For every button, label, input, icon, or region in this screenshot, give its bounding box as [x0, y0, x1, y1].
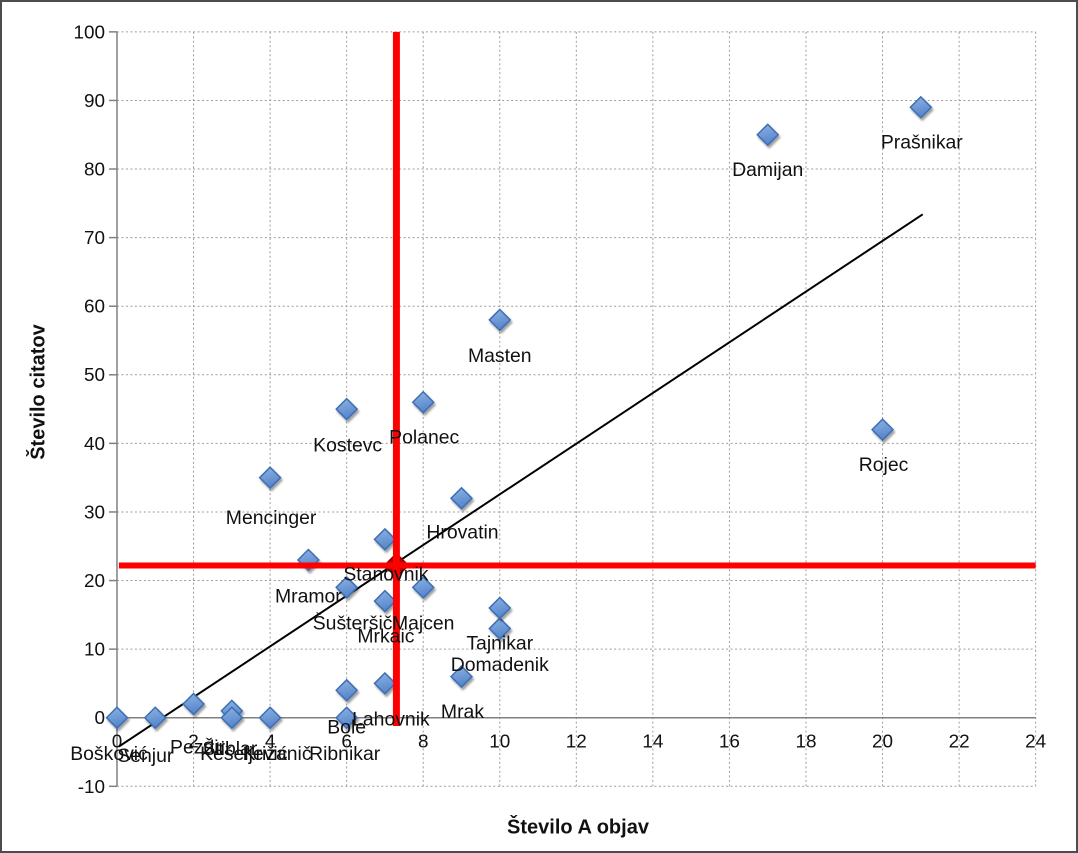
- data-point-Stanovnik: [373, 527, 397, 551]
- x-tick-label: 4: [265, 732, 276, 753]
- data-point-Masten: [488, 308, 512, 332]
- point-label-Ribnikar: Ribnikar: [309, 743, 381, 765]
- data-point-Majcen: [411, 575, 435, 599]
- data-point-Tajnikar: [488, 596, 512, 620]
- x-tick-label: 0: [112, 732, 123, 753]
- data-point-Bole: [335, 678, 359, 702]
- data-point-Mrak: [449, 665, 473, 689]
- data-point-Šušteršič: [335, 575, 359, 599]
- x-tick-label: 2: [188, 732, 199, 753]
- y-tick-label: 20: [84, 571, 105, 592]
- x-axis-title: Število A objav: [507, 816, 649, 839]
- point-label-Bošković: Bošković: [70, 743, 148, 765]
- data-point-Kostevc: [335, 397, 359, 421]
- y-tick-label: 80: [84, 160, 105, 181]
- x-tick-label: 12: [566, 732, 587, 753]
- y-tick-label: 90: [84, 91, 105, 112]
- x-tick-label: 22: [949, 732, 970, 753]
- data-point-Ribnikar: [335, 706, 359, 730]
- y-tick-label: -10: [78, 777, 105, 798]
- point-label-Šušteršič: Šušteršič: [313, 612, 393, 635]
- y-tick-label: 10: [84, 640, 105, 661]
- data-point-Kešeljević: [220, 706, 244, 730]
- point-label-Mrkaić: Mrkaić: [357, 625, 414, 647]
- trendline: [118, 213, 924, 748]
- x-tick-label: 14: [642, 732, 663, 753]
- point-label-Mrak: Mrak: [441, 701, 484, 723]
- data-point-Polanec: [411, 390, 435, 414]
- point-label-Senjur: Senjur: [117, 745, 174, 767]
- point-label-Pezdir: Pezdir: [170, 736, 226, 758]
- data-point-Damijan: [756, 123, 780, 147]
- x-tick-label: 10: [489, 732, 510, 753]
- point-label-Damijan: Damijan: [732, 159, 803, 181]
- x-tick-label: 8: [418, 732, 429, 753]
- data-point-Rojec: [871, 418, 895, 442]
- point-label-Rojec: Rojec: [859, 454, 909, 476]
- data-point-Hrovatin: [449, 486, 473, 510]
- point-label-Prašnikar: Prašnikar: [881, 132, 963, 154]
- y-tick-label: 70: [84, 228, 105, 249]
- data-point-Mrkaić: [373, 589, 397, 613]
- data-point-Mencinger: [258, 466, 282, 490]
- y-axis-title: Število citatov: [27, 324, 50, 460]
- x-tick-label: 20: [872, 732, 893, 753]
- point-label-Masten: Masten: [468, 345, 532, 367]
- x-tick-label: 16: [719, 732, 740, 753]
- data-point-Križanič: [258, 706, 282, 730]
- point-label-Polanec: Polanec: [389, 427, 459, 449]
- x-tick-label: 24: [1025, 732, 1046, 753]
- y-tick-label: 30: [84, 502, 105, 523]
- point-label-Domadenik: Domadenik: [451, 654, 549, 676]
- y-tick-label: 0: [95, 708, 106, 729]
- x-tick-label: 6: [341, 732, 352, 753]
- data-point-Prašnikar: [909, 95, 933, 119]
- data-point-Pezdir: [182, 692, 206, 716]
- point-label-Mencinger: Mencinger: [226, 507, 317, 529]
- point-label-Križanič: Križanič: [243, 743, 312, 765]
- point-label-Bole: Bole: [327, 717, 366, 739]
- y-tick-label: 50: [84, 365, 105, 386]
- point-label-Mramor: Mramor: [275, 585, 342, 607]
- data-point-Lahovnik: [373, 671, 397, 695]
- point-label-Majcen: Majcen: [392, 613, 455, 635]
- y-tick-label: 60: [84, 297, 105, 318]
- point-label-Štiblar: Štiblar: [202, 737, 258, 760]
- x-tick-label: 18: [795, 732, 816, 753]
- point-label-Hrovatin: Hrovatin: [426, 522, 498, 544]
- point-label-Stanovnik: Stanovnik: [343, 564, 428, 586]
- point-label-Kostevc: Kostevc: [313, 434, 382, 456]
- point-label-Lahovnik: Lahovnik: [352, 709, 430, 731]
- point-label-Tajnikar: Tajnikar: [466, 632, 533, 654]
- point-label-Kešeljević: Kešeljević: [200, 743, 288, 765]
- data-point-Bošković: [105, 706, 129, 730]
- data-point-Domadenik: [488, 617, 512, 641]
- y-tick-label: 40: [84, 434, 105, 455]
- y-tick-label: 100: [73, 22, 105, 43]
- data-point-Senjur: [143, 706, 167, 730]
